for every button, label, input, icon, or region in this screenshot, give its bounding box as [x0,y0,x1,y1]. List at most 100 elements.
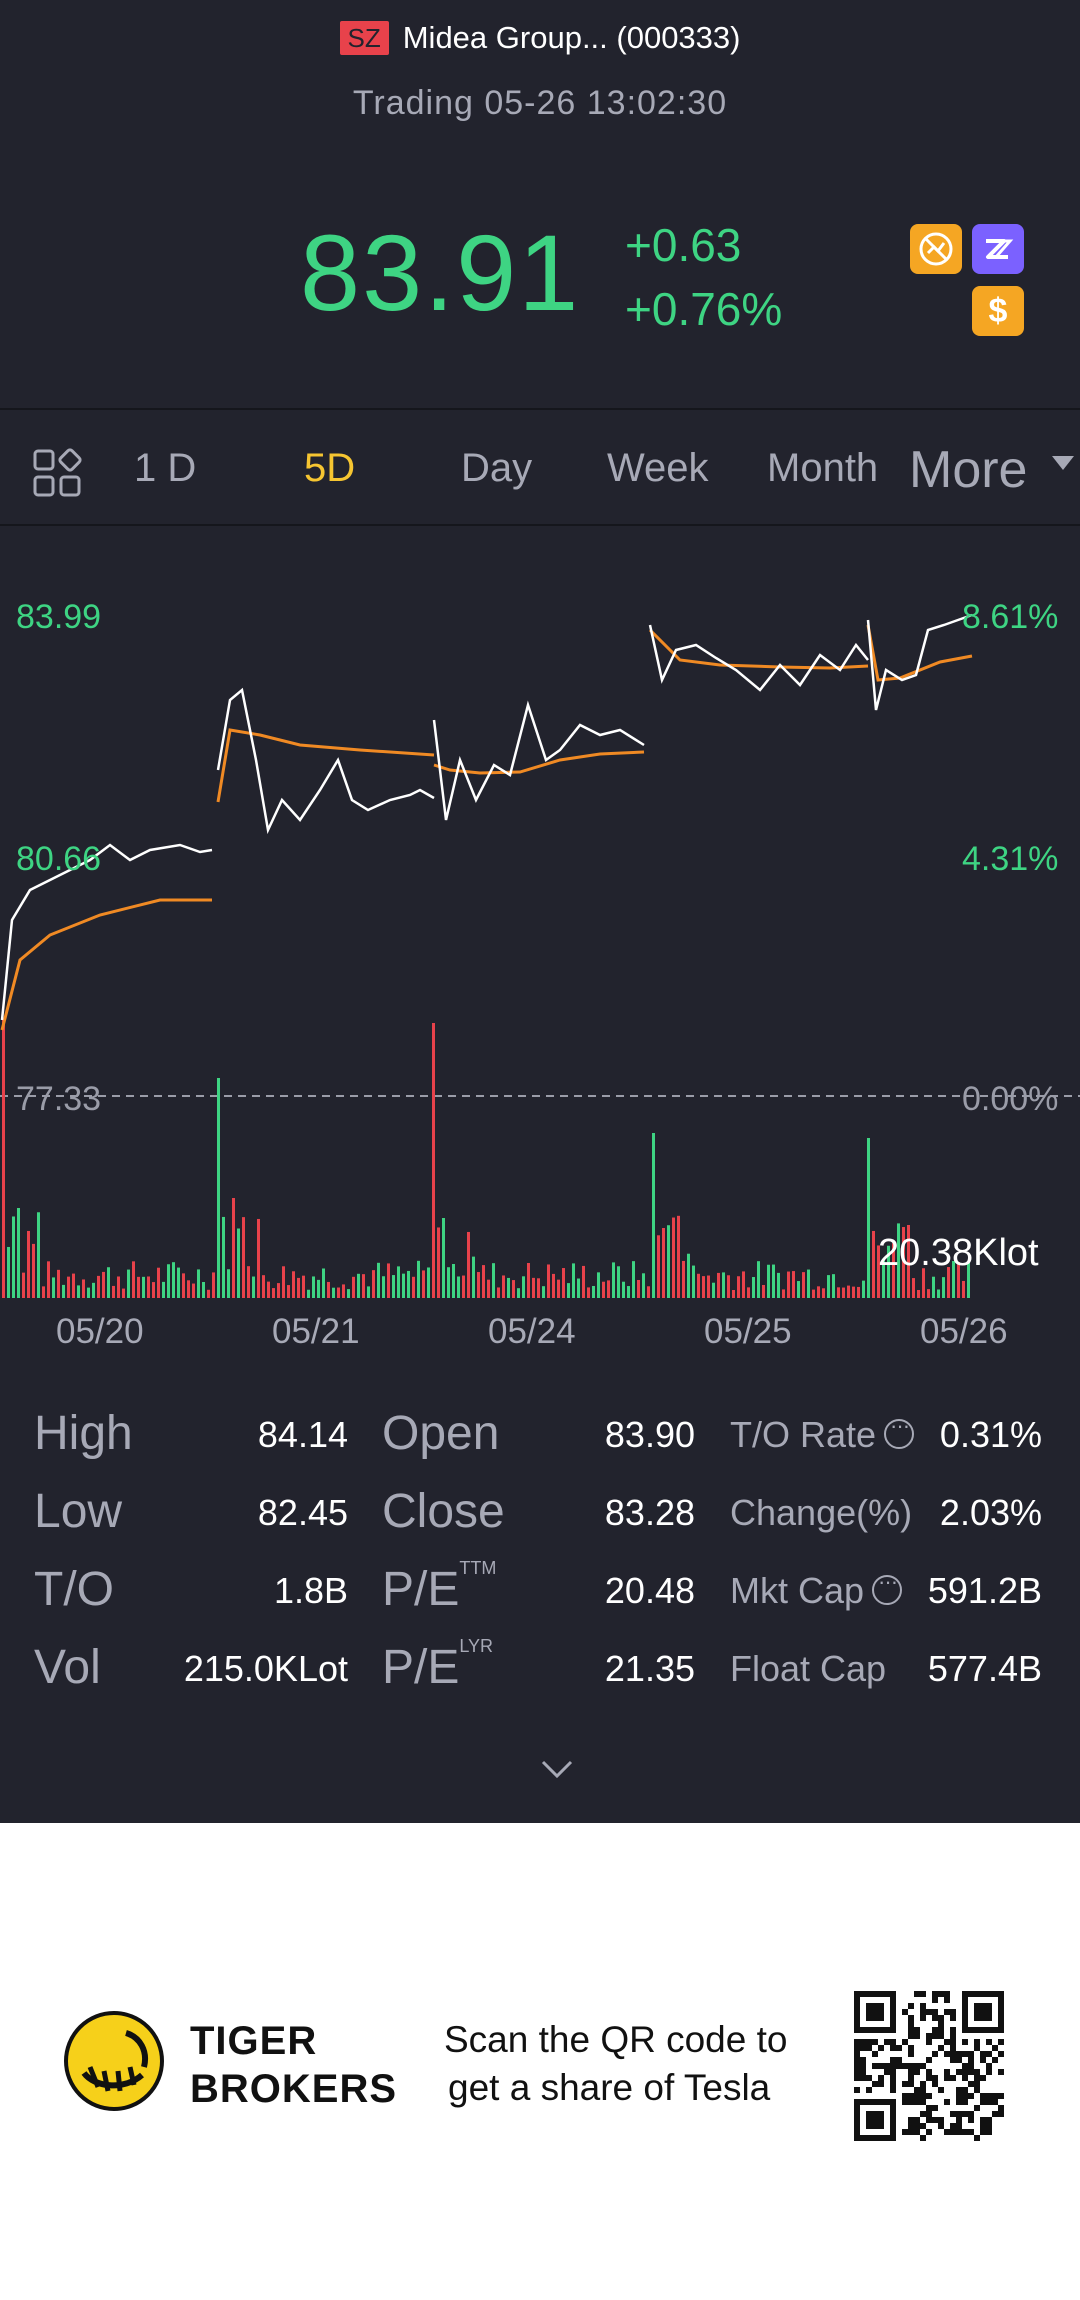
tab-week[interactable]: Week [607,446,709,490]
intraday-chart[interactable] [0,560,1080,1300]
expand-chevron-icon[interactable] [540,1758,574,1785]
stat-value-to-rate: 0.31% [939,1414,1042,1455]
y-label-pct-mid: 4.31% [962,840,1059,878]
volume-bar [347,1289,350,1298]
qr-module [914,1991,920,1997]
qr-module [932,2075,938,2081]
y-label-high: 83.99 [16,598,102,636]
volume-bar [437,1227,440,1298]
volume-bar [712,1282,715,1298]
volume-bar [492,1263,495,1298]
volume-bar [787,1271,790,1298]
qr-module [914,2027,920,2033]
volume-bar [137,1276,140,1298]
price-line [216,687,435,835]
volume-bar [157,1267,160,1298]
volume-bar [447,1267,450,1298]
qr-module [986,2129,992,2135]
qr-module [920,2099,926,2105]
x-label: 05/24 [488,1312,576,1351]
volume-bar [517,1288,520,1298]
stat-value-volume: 215.0KLot [183,1648,348,1689]
qr-module [872,2051,878,2057]
volume-bar [742,1271,745,1298]
y-label-pct-high: 8.61% [962,598,1059,636]
price-line [866,613,973,711]
volume-bar [647,1286,650,1298]
volume-bar [217,1078,220,1298]
chevron-down-icon[interactable] [1052,456,1074,470]
volume-bar [202,1281,205,1298]
volume-bar [27,1230,30,1298]
qr-module [962,2039,968,2045]
tab-5d[interactable]: 5D [304,446,356,490]
volume-bar [912,1278,915,1298]
volume-bar [92,1282,95,1298]
volume-bar [527,1262,530,1298]
more-info-icon[interactable] [884,1413,915,1450]
volume-bar [372,1270,375,1298]
volume-bar [822,1288,825,1298]
volume-bar [762,1284,765,1298]
qr-module [938,2021,944,2027]
qr-module [860,2045,866,2051]
qr-module [944,2009,950,2015]
qr-module [908,2027,914,2033]
qr-module [932,2009,938,2015]
qr-module [980,2051,986,2057]
volume-bar [537,1278,540,1298]
qr-module [902,2093,908,2099]
qr-code[interactable] [854,1991,1004,2141]
volume-bar [387,1263,390,1298]
qr-module [962,2093,968,2099]
qr-module [980,2123,986,2129]
dollar-icon[interactable]: $ [972,286,1024,336]
qr-module [938,2027,944,2033]
volume-bar [907,1225,910,1298]
volume-bar [892,1243,895,1298]
tab-1d[interactable]: 1 D [134,446,197,490]
stock-name[interactable]: Midea Group... (000333) [402,20,741,55]
qr-module [914,2087,920,2093]
volume-bar [442,1218,445,1298]
price-line [0,843,213,1021]
qr-module [896,2045,902,2051]
qr-module [992,2093,998,2099]
volume-bar [382,1276,385,1298]
qr-module [908,2069,914,2075]
stat-label-pe-ttm: P/ETTM [382,1558,496,1617]
x-label: 05/20 [56,1312,144,1351]
qr-module [878,2045,884,2051]
volume-bar [237,1228,240,1298]
volume-bar [507,1277,510,1298]
qr-module [962,2087,968,2093]
qr-module [866,2087,872,2093]
qr-module [950,2051,956,2057]
volume-bar [477,1272,480,1298]
volume-bar [652,1133,655,1298]
tab-day[interactable]: Day [461,446,533,490]
qr-module [866,2045,872,2051]
stat-label-mkt-cap[interactable]: Mkt Cap [730,1569,903,1612]
more-info-icon[interactable] [872,1569,903,1606]
qr-module [986,2069,992,2075]
no-short-icon[interactable] [910,224,962,274]
qr-module [968,2051,974,2057]
qr-module [986,2117,992,2123]
zz-icon[interactable] [972,224,1024,274]
qr-module [920,2003,926,2009]
volume-bar [257,1218,260,1298]
volume-bar [737,1276,740,1298]
tab-month[interactable]: Month [767,446,879,490]
volume-bar [812,1289,815,1298]
qr-module [920,1991,926,1997]
volume-bar [632,1261,635,1298]
stat-label-turnover: T/O [34,1563,114,1616]
qr-module [998,2051,1004,2057]
to-rate-label: T/O Rate [730,1414,877,1455]
tab-more[interactable]: More [909,441,1028,499]
stat-label-to-rate[interactable]: T/O Rate [730,1413,915,1456]
layout-grid-icon[interactable] [32,448,82,503]
qr-module [920,2123,926,2129]
volume-bar [482,1265,485,1298]
